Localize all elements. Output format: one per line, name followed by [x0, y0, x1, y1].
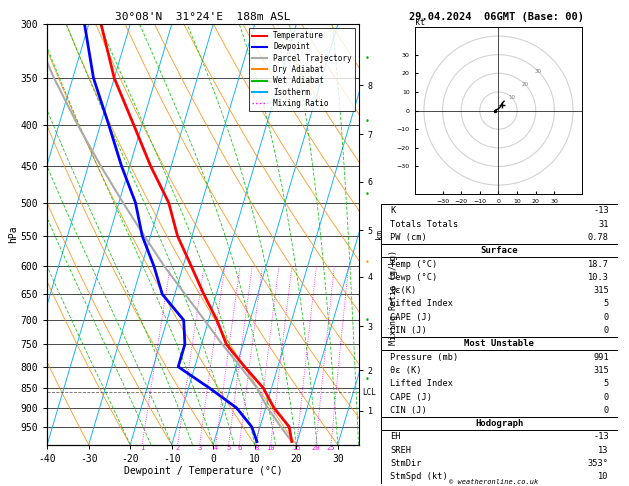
Text: 1: 1: [140, 445, 144, 451]
Text: Temp (°C): Temp (°C): [390, 260, 437, 268]
Title: 30°08'N  31°24'E  188m ASL: 30°08'N 31°24'E 188m ASL: [115, 12, 291, 22]
Text: 3: 3: [198, 445, 202, 451]
Legend: Temperature, Dewpoint, Parcel Trajectory, Dry Adiabat, Wet Adiabat, Isotherm, Mi: Temperature, Dewpoint, Parcel Trajectory…: [248, 28, 355, 111]
Text: 6: 6: [237, 445, 242, 451]
Text: 10: 10: [267, 445, 275, 451]
Text: 5: 5: [604, 379, 609, 388]
Text: LCL: LCL: [363, 387, 377, 397]
Text: CIN (J): CIN (J): [390, 326, 427, 335]
Text: 8: 8: [255, 445, 259, 451]
Text: 10.3: 10.3: [587, 273, 609, 282]
Text: K: K: [390, 206, 395, 215]
Text: 4: 4: [214, 445, 218, 451]
Text: Totals Totals: Totals Totals: [390, 220, 459, 228]
Text: 10: 10: [598, 472, 609, 482]
Bar: [381, 244, 618, 258]
Text: SREH: SREH: [390, 446, 411, 455]
Text: CAPE (J): CAPE (J): [390, 312, 432, 322]
Text: Most Unstable: Most Unstable: [464, 339, 535, 348]
Text: Dewp (°C): Dewp (°C): [390, 273, 437, 282]
Text: Hodograph: Hodograph: [476, 419, 523, 428]
Text: 15: 15: [292, 445, 301, 451]
Text: 20: 20: [311, 445, 320, 451]
Text: •: •: [364, 258, 369, 267]
Text: EH: EH: [390, 433, 401, 441]
Text: 18.7: 18.7: [587, 260, 609, 268]
Text: 0: 0: [604, 326, 609, 335]
Text: StmSpd (kt): StmSpd (kt): [390, 472, 448, 482]
Text: •: •: [364, 190, 369, 199]
Text: 25: 25: [327, 445, 335, 451]
Text: -13: -13: [593, 206, 609, 215]
Text: 29.04.2024  06GMT (Base: 00): 29.04.2024 06GMT (Base: 00): [409, 12, 584, 22]
Text: θε(K): θε(K): [390, 286, 416, 295]
Text: -13: -13: [593, 433, 609, 441]
Text: Surface: Surface: [481, 246, 518, 255]
Text: 31: 31: [598, 220, 609, 228]
Text: 0: 0: [604, 312, 609, 322]
Text: 353°: 353°: [587, 459, 609, 468]
Text: •: •: [364, 316, 369, 325]
Text: CIN (J): CIN (J): [390, 406, 427, 415]
Text: Lifted Index: Lifted Index: [390, 299, 453, 309]
Text: 10: 10: [508, 95, 515, 100]
Text: CAPE (J): CAPE (J): [390, 393, 432, 401]
Bar: [381, 417, 618, 430]
Text: 315: 315: [593, 286, 609, 295]
Text: 2: 2: [175, 445, 180, 451]
Text: 0.78: 0.78: [587, 233, 609, 242]
Text: Pressure (mb): Pressure (mb): [390, 353, 459, 362]
Text: kt: kt: [415, 17, 425, 27]
Text: •: •: [364, 375, 369, 383]
Text: •: •: [364, 117, 369, 126]
Text: 30: 30: [535, 69, 542, 73]
X-axis label: Dewpoint / Temperature (°C): Dewpoint / Temperature (°C): [123, 467, 282, 476]
Text: 0: 0: [604, 393, 609, 401]
Text: Mixing Ratio (g/kg): Mixing Ratio (g/kg): [389, 250, 398, 345]
Text: 315: 315: [593, 366, 609, 375]
Text: Lifted Index: Lifted Index: [390, 379, 453, 388]
Text: •: •: [364, 54, 369, 63]
Text: 13: 13: [598, 446, 609, 455]
Text: 20: 20: [521, 82, 528, 87]
Text: 5: 5: [604, 299, 609, 309]
Text: 5: 5: [226, 445, 231, 451]
Y-axis label: hPa: hPa: [8, 226, 18, 243]
Text: PW (cm): PW (cm): [390, 233, 427, 242]
Text: © weatheronline.co.uk: © weatheronline.co.uk: [449, 479, 538, 485]
Text: StmDir: StmDir: [390, 459, 421, 468]
Y-axis label: km
ASL: km ASL: [376, 227, 395, 242]
Text: 991: 991: [593, 353, 609, 362]
Text: 0: 0: [604, 406, 609, 415]
Bar: [381, 337, 618, 350]
Text: θε (K): θε (K): [390, 366, 421, 375]
